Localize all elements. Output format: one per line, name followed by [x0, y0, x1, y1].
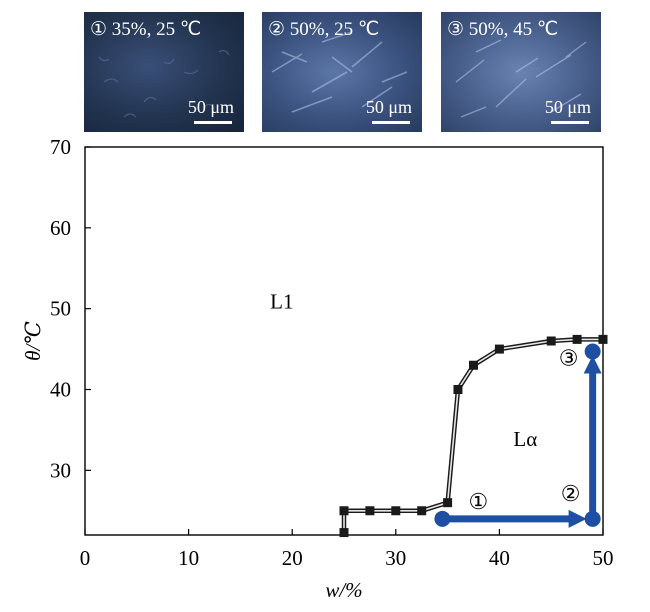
data-point: [417, 506, 427, 516]
micrograph-texture: [98, 49, 230, 118]
scale-bar-label: 50 μm: [365, 97, 412, 117]
x-tick-label: 30: [385, 546, 406, 570]
annotation-label: ③: [559, 346, 579, 371]
micrograph-2: ② 50%, 25 ℃ 50 μm: [262, 12, 422, 132]
x-tick-label: 50: [593, 546, 614, 570]
y-tick-label: 40: [50, 378, 71, 402]
data-point: [494, 344, 504, 354]
path-arrow-head: [568, 509, 587, 528]
scale-bar: [194, 121, 232, 124]
micrograph-1: ① 35%, 25 ℃ 50 μm: [84, 12, 244, 132]
state-point: [434, 510, 451, 527]
data-point: [546, 336, 556, 346]
micrograph-texture: [455, 39, 587, 118]
x-tick-label: 40: [489, 546, 510, 570]
x-tick-label: 10: [178, 546, 199, 570]
annotation-label: ①: [469, 489, 489, 514]
micrograph-caption: ① 35%, 25 ℃: [90, 19, 202, 40]
plot-frame: [84, 146, 604, 536]
data-point: [339, 528, 349, 538]
micrograph-texture: [271, 31, 408, 113]
data-point: [443, 498, 453, 508]
micrograph-caption: ③ 50%, 45 ℃: [447, 19, 559, 40]
x-tick-label: 0: [80, 546, 91, 570]
x-tick-label: 20: [282, 546, 303, 570]
region-label: L1: [270, 290, 293, 314]
scale-bar: [551, 121, 589, 124]
y-axis-label: θ/℃: [21, 321, 45, 361]
micrograph-3: ③ 50%, 45 ℃ 50 μm: [441, 12, 601, 132]
phase-diagram-chart: 0 10 20 30 40 50 30 40 50 60 70 w/% θ/℃ L1 Lα ① ② ③: [21, 135, 614, 602]
data-point: [339, 506, 349, 516]
data-point: [453, 385, 463, 394]
data-point: [469, 360, 478, 370]
y-tick-label: 70: [50, 135, 71, 159]
y-tick-label: 60: [50, 216, 71, 240]
data-point: [391, 506, 401, 516]
y-tick-label: 50: [50, 297, 71, 321]
y-tick-label: 30: [50, 458, 71, 482]
region-label: Lα: [513, 427, 537, 451]
micrograph-caption: ② 50%, 25 ℃: [268, 19, 380, 40]
path-arrow-head: [583, 355, 602, 374]
data-point: [365, 506, 375, 516]
scale-bar-label: 50 μm: [544, 97, 591, 117]
scale-bar-label: 50 μm: [187, 97, 234, 117]
data-point: [572, 334, 582, 344]
state-point: [584, 343, 601, 360]
state-point: [584, 510, 601, 527]
x-axis-label: w/%: [325, 578, 362, 602]
data-point: [598, 334, 608, 344]
annotation-label: ②: [561, 481, 581, 506]
scale-bar: [372, 121, 410, 124]
